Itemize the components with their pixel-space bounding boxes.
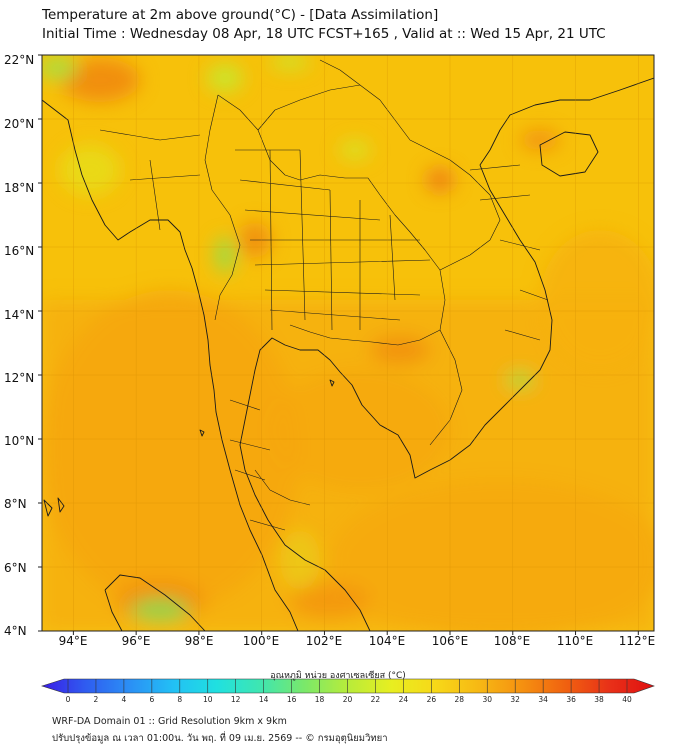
lon-label-102e: 102°E [305,634,343,648]
lon-label-108e: 108°E [493,634,531,648]
footer-update-info: ปรับปรุงข้อมูล ณ เวลา 01:00น. วัน พฤ. ที… [52,733,388,744]
colorbar-tick-label: 2 [93,695,99,704]
colorbar-tick-label: 32 [510,695,520,704]
colorbar-tick-label: 36 [566,695,576,704]
lon-label-100e: 100°E [242,634,280,648]
footer-domain-info: WRF-DA Domain 01 :: Grid Resolution 9km … [52,716,287,727]
colorbar [41,678,655,694]
lat-label-10n: 10°N [4,434,35,448]
colorbar-tick-label: 38 [594,695,604,704]
lat-label-14n: 14°N [4,308,35,322]
lat-label-6n: 6°N [4,561,27,575]
colorbar-bar [41,678,655,694]
coastlines [42,77,654,631]
colorbar-tick-label: 6 [149,695,155,704]
map-title: Temperature at 2m above ground(°C) - [Da… [42,7,439,23]
lon-label-112e: 112°E [618,634,656,648]
colorbar-tick-label: 22 [370,695,381,704]
colorbar-tick-label: 4 [121,695,127,704]
lat-label-18n: 18°N [4,181,35,195]
colorbar-tick-label: 20 [342,695,353,704]
colorbar-tick-label: 0 [65,695,71,704]
lat-label-4n: 4°N [4,624,27,638]
lon-label-96e: 96°E [121,634,151,648]
colorbar-tick-label: 18 [314,695,325,704]
lat-label-12n: 12°N [4,371,35,385]
temperature-field [42,55,654,631]
colorbar-tick-label: 34 [538,695,548,704]
axis-ticks [38,54,639,635]
colorbar-tick-label: 16 [286,695,297,704]
map-frame [41,54,655,632]
lon-label-104e: 104°E [368,634,406,648]
colorbar-tick-label: 8 [177,695,183,704]
lon-label-98e: 98°E [184,634,214,648]
lat-label-8n: 8°N [4,497,27,511]
colorbar-tick-label: 12 [230,695,241,704]
colorbar-ticks [67,679,628,693]
lat-label-22n: 22°N [4,53,35,67]
colorbar-tick-label: 14 [258,695,269,704]
colorbar-title: อุณหภูมิ หน่วย องศาเซลเซียส (°C) [270,671,406,681]
lon-label-106e: 106°E [431,634,469,648]
colorbar-tick-label: 10 [202,695,213,704]
admin-borders [99,59,549,531]
lon-label-94e: 94°E [58,634,88,648]
lat-label-20n: 20°N [4,117,35,131]
colorbar-tick-label: 28 [454,695,465,704]
colorbar-tick-label: 26 [426,695,437,704]
lon-label-110e: 110°E [556,634,594,648]
lat-label-16n: 16°N [4,244,35,258]
map-subtitle: Initial Time : Wednesday 08 Apr, 18 UTC … [42,26,606,42]
colorbar-tick-label: 40 [622,695,632,704]
colorbar-tick-label: 24 [398,695,409,704]
colorbar-tick-label: 30 [482,695,493,704]
